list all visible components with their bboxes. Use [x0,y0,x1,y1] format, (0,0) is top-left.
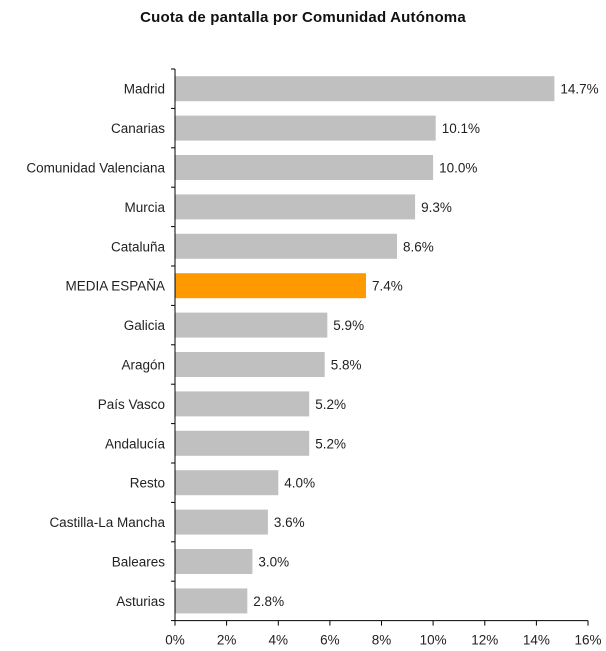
x-tick-label-6: 12% [471,633,498,648]
category-label-11: Castilla-La Mancha [49,515,165,530]
x-tick-label-4: 8% [372,633,392,648]
value-label-13: 2.8% [253,594,284,609]
value-label-10: 4.0% [284,476,315,491]
value-label-5: 7.4% [372,279,403,294]
category-label-1: Canarias [111,121,165,136]
category-label-10: Resto [130,476,165,491]
value-label-7: 5.8% [331,358,362,373]
category-label-2: Comunidad Valenciana [26,161,165,176]
value-label-6: 5.9% [333,318,364,333]
category-label-12: Baleares [112,555,166,570]
value-label-12: 3.0% [258,555,289,570]
bar-9 [175,430,310,456]
x-tick-label-7: 14% [523,633,550,648]
bar-8 [175,391,310,417]
x-tick-label-2: 4% [269,633,289,648]
value-label-9: 5.2% [315,436,346,451]
value-label-8: 5.2% [315,397,346,412]
x-tick-label-8: 16% [574,633,601,648]
value-label-0: 14.7% [560,82,598,97]
chart-title: Cuota de pantalla por Comunidad Autónoma [140,9,466,26]
labels-layer: Madrid 14.7% Canarias 10.1% Comunidad Valenc… [26,82,601,648]
category-label-9: Andalucía [105,436,166,451]
bar-5 [175,273,366,299]
category-label-0: Madrid [124,82,165,97]
category-label-5: MEDIA ESPAÑA [65,279,165,294]
bar-7 [175,352,325,377]
bar-11 [175,509,268,535]
value-label-3: 9.3% [421,200,452,215]
category-label-8: País Vasco [98,397,165,412]
x-tick-label-3: 6% [320,633,340,648]
value-label-2: 10.0% [439,161,477,176]
category-label-13: Asturias [116,594,165,609]
category-label-4: Cataluña [111,239,166,254]
bar-6 [175,312,328,338]
bars-layer [175,76,555,614]
category-label-6: Galicia [124,318,166,333]
value-label-11: 3.6% [274,515,305,530]
bar-12 [175,549,253,574]
bar-4 [175,233,397,259]
bar-13 [175,588,248,614]
value-label-1: 10.1% [442,121,480,136]
x-tick-label-1: 2% [217,633,237,648]
x-tick-label-5: 10% [420,633,447,648]
bar-1 [175,115,436,141]
bar-10 [175,470,279,496]
value-label-4: 8.6% [403,239,434,254]
category-label-3: Murcia [124,200,165,215]
bar-3 [175,194,416,220]
x-tick-label-0: 0% [165,633,185,648]
bar-0 [175,76,555,102]
axes-layer [171,68,589,626]
bar-2 [175,155,434,180]
category-label-7: Aragón [121,358,165,373]
